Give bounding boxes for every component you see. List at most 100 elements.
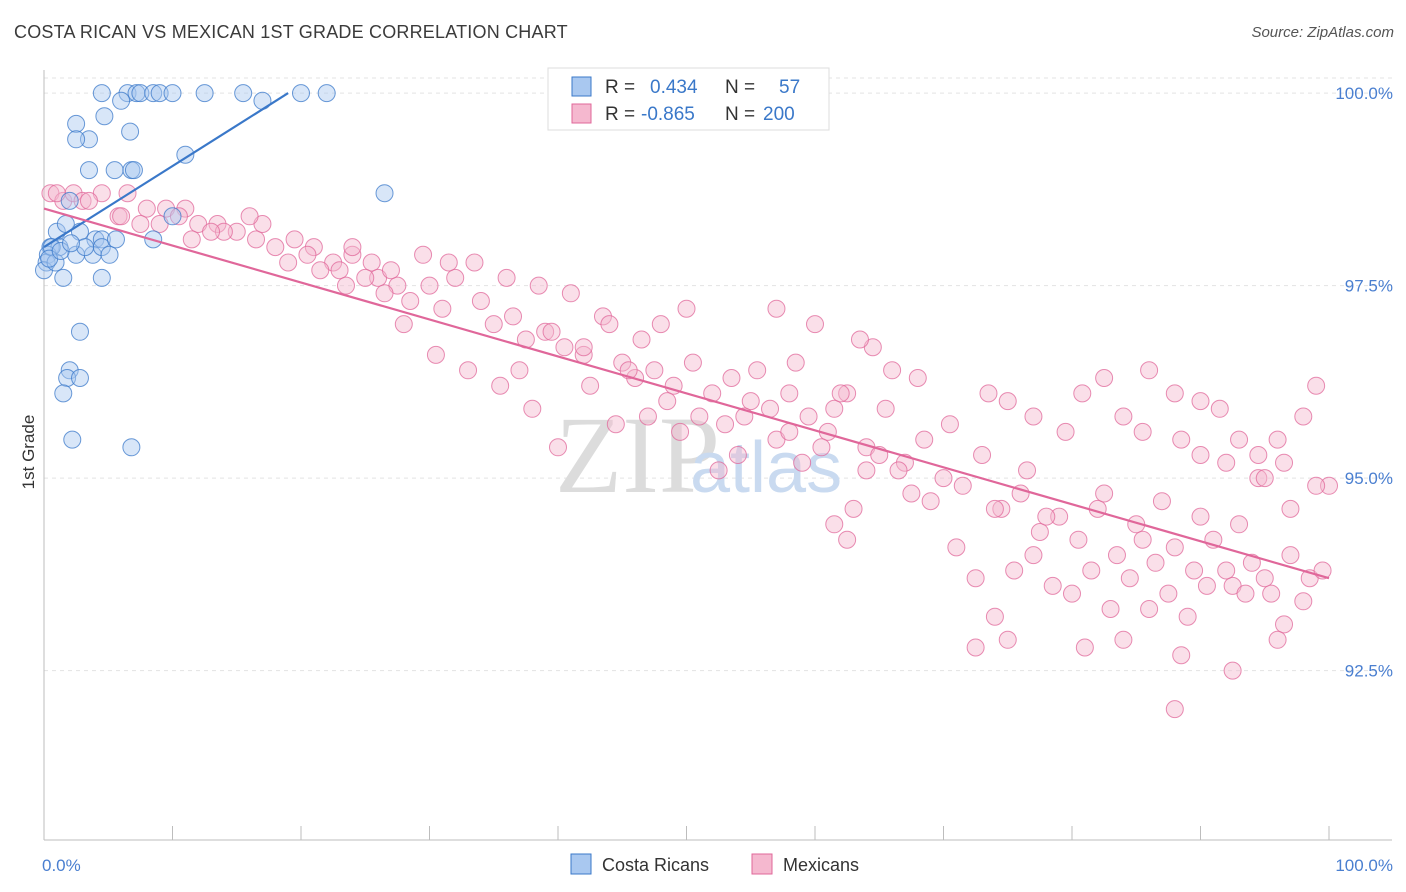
- data-point: [998, 630, 1017, 649]
- costa-ricans-points: [35, 84, 394, 457]
- stats-n-label-mexicans: N =: [725, 104, 755, 125]
- data-point: [79, 161, 98, 180]
- data-point: [1249, 446, 1268, 464]
- data-point: [131, 84, 150, 103]
- data-point: [394, 315, 413, 334]
- data-point: [902, 484, 921, 503]
- data-point: [549, 438, 567, 457]
- data-point: [1005, 561, 1024, 580]
- y-tick-label: 97.5%: [1345, 277, 1393, 296]
- data-point: [144, 84, 163, 103]
- data-point: [915, 430, 934, 449]
- data-point: [1172, 646, 1191, 665]
- data-point: [76, 238, 95, 257]
- data-point: [825, 399, 844, 418]
- data-point: [317, 84, 336, 103]
- data-point: [1294, 592, 1313, 611]
- data-point: [1255, 569, 1274, 588]
- data-point: [825, 515, 844, 534]
- data-point: [1073, 384, 1092, 403]
- data-point: [1069, 530, 1088, 549]
- data-point: [1197, 576, 1216, 595]
- data-point: [1146, 553, 1165, 572]
- data-point: [1056, 422, 1075, 441]
- stats-n-value-costa-ricans: 57: [779, 77, 800, 98]
- data-point: [247, 230, 266, 249]
- data-point: [1249, 469, 1268, 488]
- data-point: [54, 268, 73, 287]
- watermark-zip: ZIP: [555, 394, 720, 516]
- data-point: [100, 245, 119, 264]
- data-point: [471, 292, 490, 310]
- data-point: [375, 184, 394, 203]
- data-point: [60, 191, 79, 210]
- data-point: [279, 253, 298, 272]
- data-point: [182, 230, 201, 249]
- data-point: [124, 161, 143, 180]
- data-point: [1262, 584, 1281, 603]
- data-point: [1043, 576, 1062, 595]
- data-point: [1120, 569, 1139, 588]
- stats-r-value-costa-ricans: 0.434: [650, 77, 698, 98]
- data-point: [992, 499, 1011, 518]
- data-point: [446, 268, 465, 287]
- data-point: [638, 407, 657, 426]
- data-point: [70, 369, 89, 387]
- data-point: [426, 345, 445, 364]
- data-point: [311, 261, 330, 280]
- data-point: [908, 369, 927, 387]
- data-point: [1281, 499, 1300, 518]
- watermark-atlas: atlas: [690, 428, 842, 508]
- data-point: [1133, 422, 1152, 441]
- data-point: [1114, 407, 1133, 426]
- data-point: [876, 399, 895, 418]
- data-point: [375, 284, 394, 303]
- data-point: [439, 253, 458, 272]
- data-point: [1101, 600, 1120, 618]
- data-point: [381, 261, 400, 280]
- data-point: [574, 338, 593, 357]
- data-point: [722, 369, 741, 387]
- data-point: [857, 461, 876, 480]
- data-point: [1024, 407, 1043, 426]
- data-point: [137, 199, 156, 218]
- data-point: [838, 530, 857, 549]
- data-point: [741, 392, 760, 411]
- data-point: [542, 322, 561, 341]
- data-point: [67, 114, 86, 133]
- data-point: [208, 215, 227, 233]
- data-point: [266, 238, 285, 257]
- data-point: [433, 299, 452, 318]
- stats-r-label-costa-ricans: R =: [605, 77, 635, 98]
- data-point: [1165, 538, 1184, 557]
- trend-lines: [43, 92, 1330, 580]
- data-point: [1230, 515, 1249, 534]
- data-point: [889, 461, 908, 480]
- data-point: [285, 230, 304, 249]
- data-point: [966, 569, 985, 588]
- data-point: [414, 245, 433, 264]
- data-point: [606, 415, 625, 434]
- data-point: [240, 207, 259, 226]
- data-point: [1133, 530, 1152, 549]
- data-point: [70, 322, 89, 341]
- data-point: [806, 315, 824, 334]
- data-point: [1185, 561, 1204, 580]
- data-point: [883, 361, 902, 380]
- data-point: [1037, 507, 1056, 526]
- data-point: [651, 315, 670, 334]
- data-point: [459, 361, 478, 380]
- data-point: [645, 361, 664, 380]
- y-tick-label: 95.0%: [1345, 469, 1393, 488]
- data-point: [1024, 546, 1043, 565]
- stats-legend: R = 0.434 N = 57 R = -0.865 N = 200: [547, 67, 830, 131]
- x-tick-label: 0.0%: [42, 856, 81, 875]
- y-axis-label: 1st Grade: [19, 415, 38, 490]
- data-point: [92, 84, 111, 103]
- data-point: [1030, 523, 1049, 541]
- data-point: [767, 299, 786, 318]
- data-point: [330, 261, 349, 280]
- data-point: [1191, 507, 1210, 526]
- data-point: [850, 330, 869, 349]
- data-point: [1095, 369, 1114, 387]
